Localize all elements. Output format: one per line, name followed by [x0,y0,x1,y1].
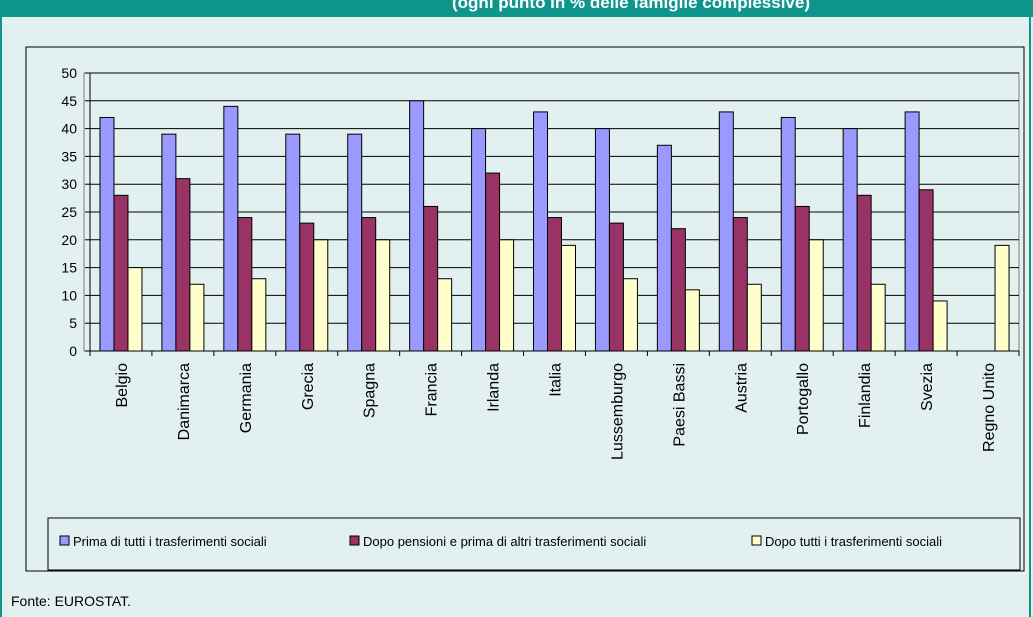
legend-box [47,517,1021,571]
bar [99,116,115,352]
bar [533,111,548,352]
x-tick-label: Spagna [362,363,379,418]
x-tick-labels: Belgio Danimarca Germania Grecia Spagna Franc… [114,363,998,460]
bar-chart: 0 5 10 15 20 25 30 35 40 45 50 Belgio Danimarca Germ… [25,46,1025,572]
bar [499,239,515,352]
bar [299,222,315,352]
legend-label: Prima di tutti i trasferimenti sociali [73,534,267,549]
x-tick-label: Finlandia [857,363,874,428]
bar [718,111,734,352]
bar [918,189,934,352]
bar [994,244,1010,352]
bar [794,205,810,352]
figure-title: (ogni punto in % delle famiglie compless… [452,0,810,12]
bar [780,116,796,352]
y-tick-label: 40 [61,121,77,137]
bar [547,217,562,352]
y-tick-label: 45 [61,93,77,109]
legend-swatch [349,535,360,546]
bar [423,205,439,352]
bar [485,172,501,352]
bar [285,133,301,352]
x-tick-label: Svezia [919,363,936,411]
bar [471,128,487,352]
bar [251,278,267,352]
bar [746,283,762,352]
bar [347,133,363,352]
figure-header: (ogni punto in % delle famiglie compless… [0,0,1033,17]
bar [732,217,748,352]
x-tick-label: Paesi Bassi [671,363,688,447]
y-tick-label: 50 [61,65,77,81]
bar [808,239,824,352]
legend: Prima di tutti i trasferimenti sociali Do… [59,534,942,549]
bar [656,144,672,352]
legend-swatch [751,535,762,546]
axes [85,72,1020,356]
bar [113,194,129,352]
bar [842,128,858,352]
bar [375,239,391,352]
bar [175,178,191,352]
source-note: Fonte: EUROSTAT. [11,593,132,609]
y-tick-labels: 0 5 10 15 20 25 30 35 40 45 50 [61,65,77,359]
y-tick-label: 10 [61,287,77,303]
bar [189,283,205,352]
bar [870,283,886,352]
bar [223,105,239,352]
y-tick-label: 30 [61,176,77,192]
bar [684,289,700,352]
x-tick-label: Germania [238,363,255,433]
x-tick-label: Grecia [300,363,317,410]
x-tick-label: Belgio [114,363,131,408]
bar [437,278,453,352]
x-tick-label: Lussemburgo [609,363,626,460]
bar [608,222,624,352]
y-tick-label: 35 [61,148,77,164]
chart-area-border [25,46,1025,572]
bar [670,228,686,352]
y-tick-label: 20 [61,232,77,248]
x-tick-label: Portogallo [795,363,812,435]
bar [161,133,177,352]
bar [932,300,948,352]
bar [622,278,638,352]
bar [561,244,576,352]
x-tick-label: Francia [424,363,441,416]
x-tick-label: Irlanda [486,363,503,412]
y-tick-label: 5 [69,315,77,331]
bar [856,194,872,352]
y-tick-label: 0 [69,343,77,359]
y-tick-label: 15 [61,260,77,276]
bar [904,111,920,352]
bar [237,217,253,352]
bar [127,267,143,352]
bar [594,128,610,352]
x-tick-label: Austria [733,363,750,413]
bar [313,239,329,352]
x-tick-label: Regno Unito [981,363,998,452]
legend-swatch [59,535,70,546]
y-tick-label: 25 [61,204,77,220]
bar [361,217,377,352]
legend-label: Dopo pensioni e prima di altri trasferim… [363,534,646,549]
bar [409,100,425,352]
legend-label: Dopo tutti i trasferimenti sociali [765,534,942,549]
x-tick-label: Italia [548,363,565,397]
x-tick-label: Danimarca [176,363,193,440]
